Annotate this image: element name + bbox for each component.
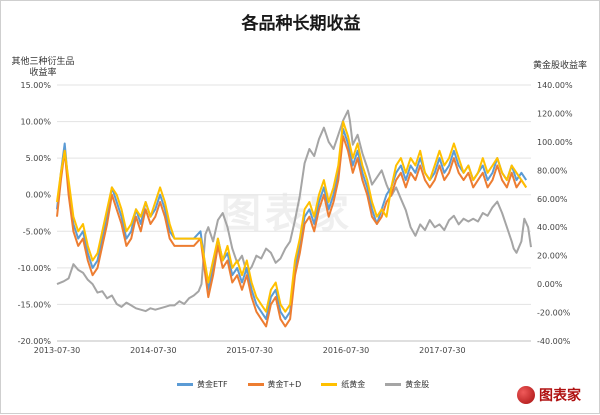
right-tick-label: 120.00%	[537, 109, 573, 118]
legend: 黄金ETF 黄金T+D 纸黄金 黄金股	[177, 379, 429, 390]
left-tick-label: 5.00%	[26, 154, 52, 163]
right-tick-label: 20.00%	[537, 252, 568, 261]
x-tick-label: 2013-07-30	[34, 346, 81, 355]
right-tick-label: 60.00%	[537, 195, 568, 204]
series-line-1	[56, 135, 528, 328]
brand-logo: 图表家	[517, 385, 581, 405]
left-tick-label: 0.00%	[26, 191, 52, 200]
legend-label: 纸黄金	[341, 380, 366, 389]
left-axis-title: 其他三种衍生品 收益率	[5, 57, 81, 79]
x-tick-label: 2016-07-30	[323, 346, 370, 355]
legend-swatch	[385, 383, 402, 386]
legend-swatch	[247, 383, 264, 386]
left-tick-label: -20.00%	[18, 337, 52, 346]
right-tick-label: 0.00%	[537, 280, 563, 289]
legend-label: 黄金T+D	[267, 380, 302, 389]
right-axis-title: 黄金股收益率	[532, 61, 587, 71]
x-tick-label: 2014-07-30	[130, 346, 177, 355]
left-tick-label: -15.00%	[18, 300, 52, 309]
legend-item: 黄金股	[385, 379, 429, 390]
left-tick-label: -10.00%	[18, 264, 52, 273]
x-tick-label: 2015-07-30	[226, 346, 273, 355]
right-tick-label: 100.00%	[537, 138, 573, 147]
right-tick-label: -20.00%	[537, 309, 571, 318]
legend-swatch	[321, 383, 338, 386]
chart-title: 各品种长期收益	[241, 14, 361, 34]
right-tick-label: 40.00%	[537, 223, 568, 232]
logo-icon	[517, 386, 535, 404]
legend-label: 黄金ETF	[197, 380, 228, 389]
left-tick-label: -5.00%	[23, 227, 52, 236]
right-tick-label: 80.00%	[537, 166, 568, 175]
legend-swatch	[177, 383, 193, 386]
left-tick-label: 15.00%	[20, 81, 51, 90]
right-tick-label: -40.00%	[537, 337, 571, 346]
legend-item: 黄金T+D	[247, 379, 302, 390]
series-line-3	[56, 109, 532, 313]
right-tick-label: 140.00%	[537, 81, 573, 90]
legend-item: 纸黄金	[321, 379, 365, 390]
left-axis-title-line2: 收益率	[29, 68, 57, 78]
series-line-2	[56, 120, 528, 313]
left-axis-title-line1: 其他三种衍生品	[11, 57, 75, 67]
left-tick-label: 10.00%	[20, 118, 51, 127]
x-tick-label: 2017-07-30	[419, 346, 466, 355]
brand-text: 图表家	[539, 388, 581, 404]
legend-label: 黄金股	[405, 380, 430, 389]
legend-item: 黄金ETF	[177, 379, 228, 390]
